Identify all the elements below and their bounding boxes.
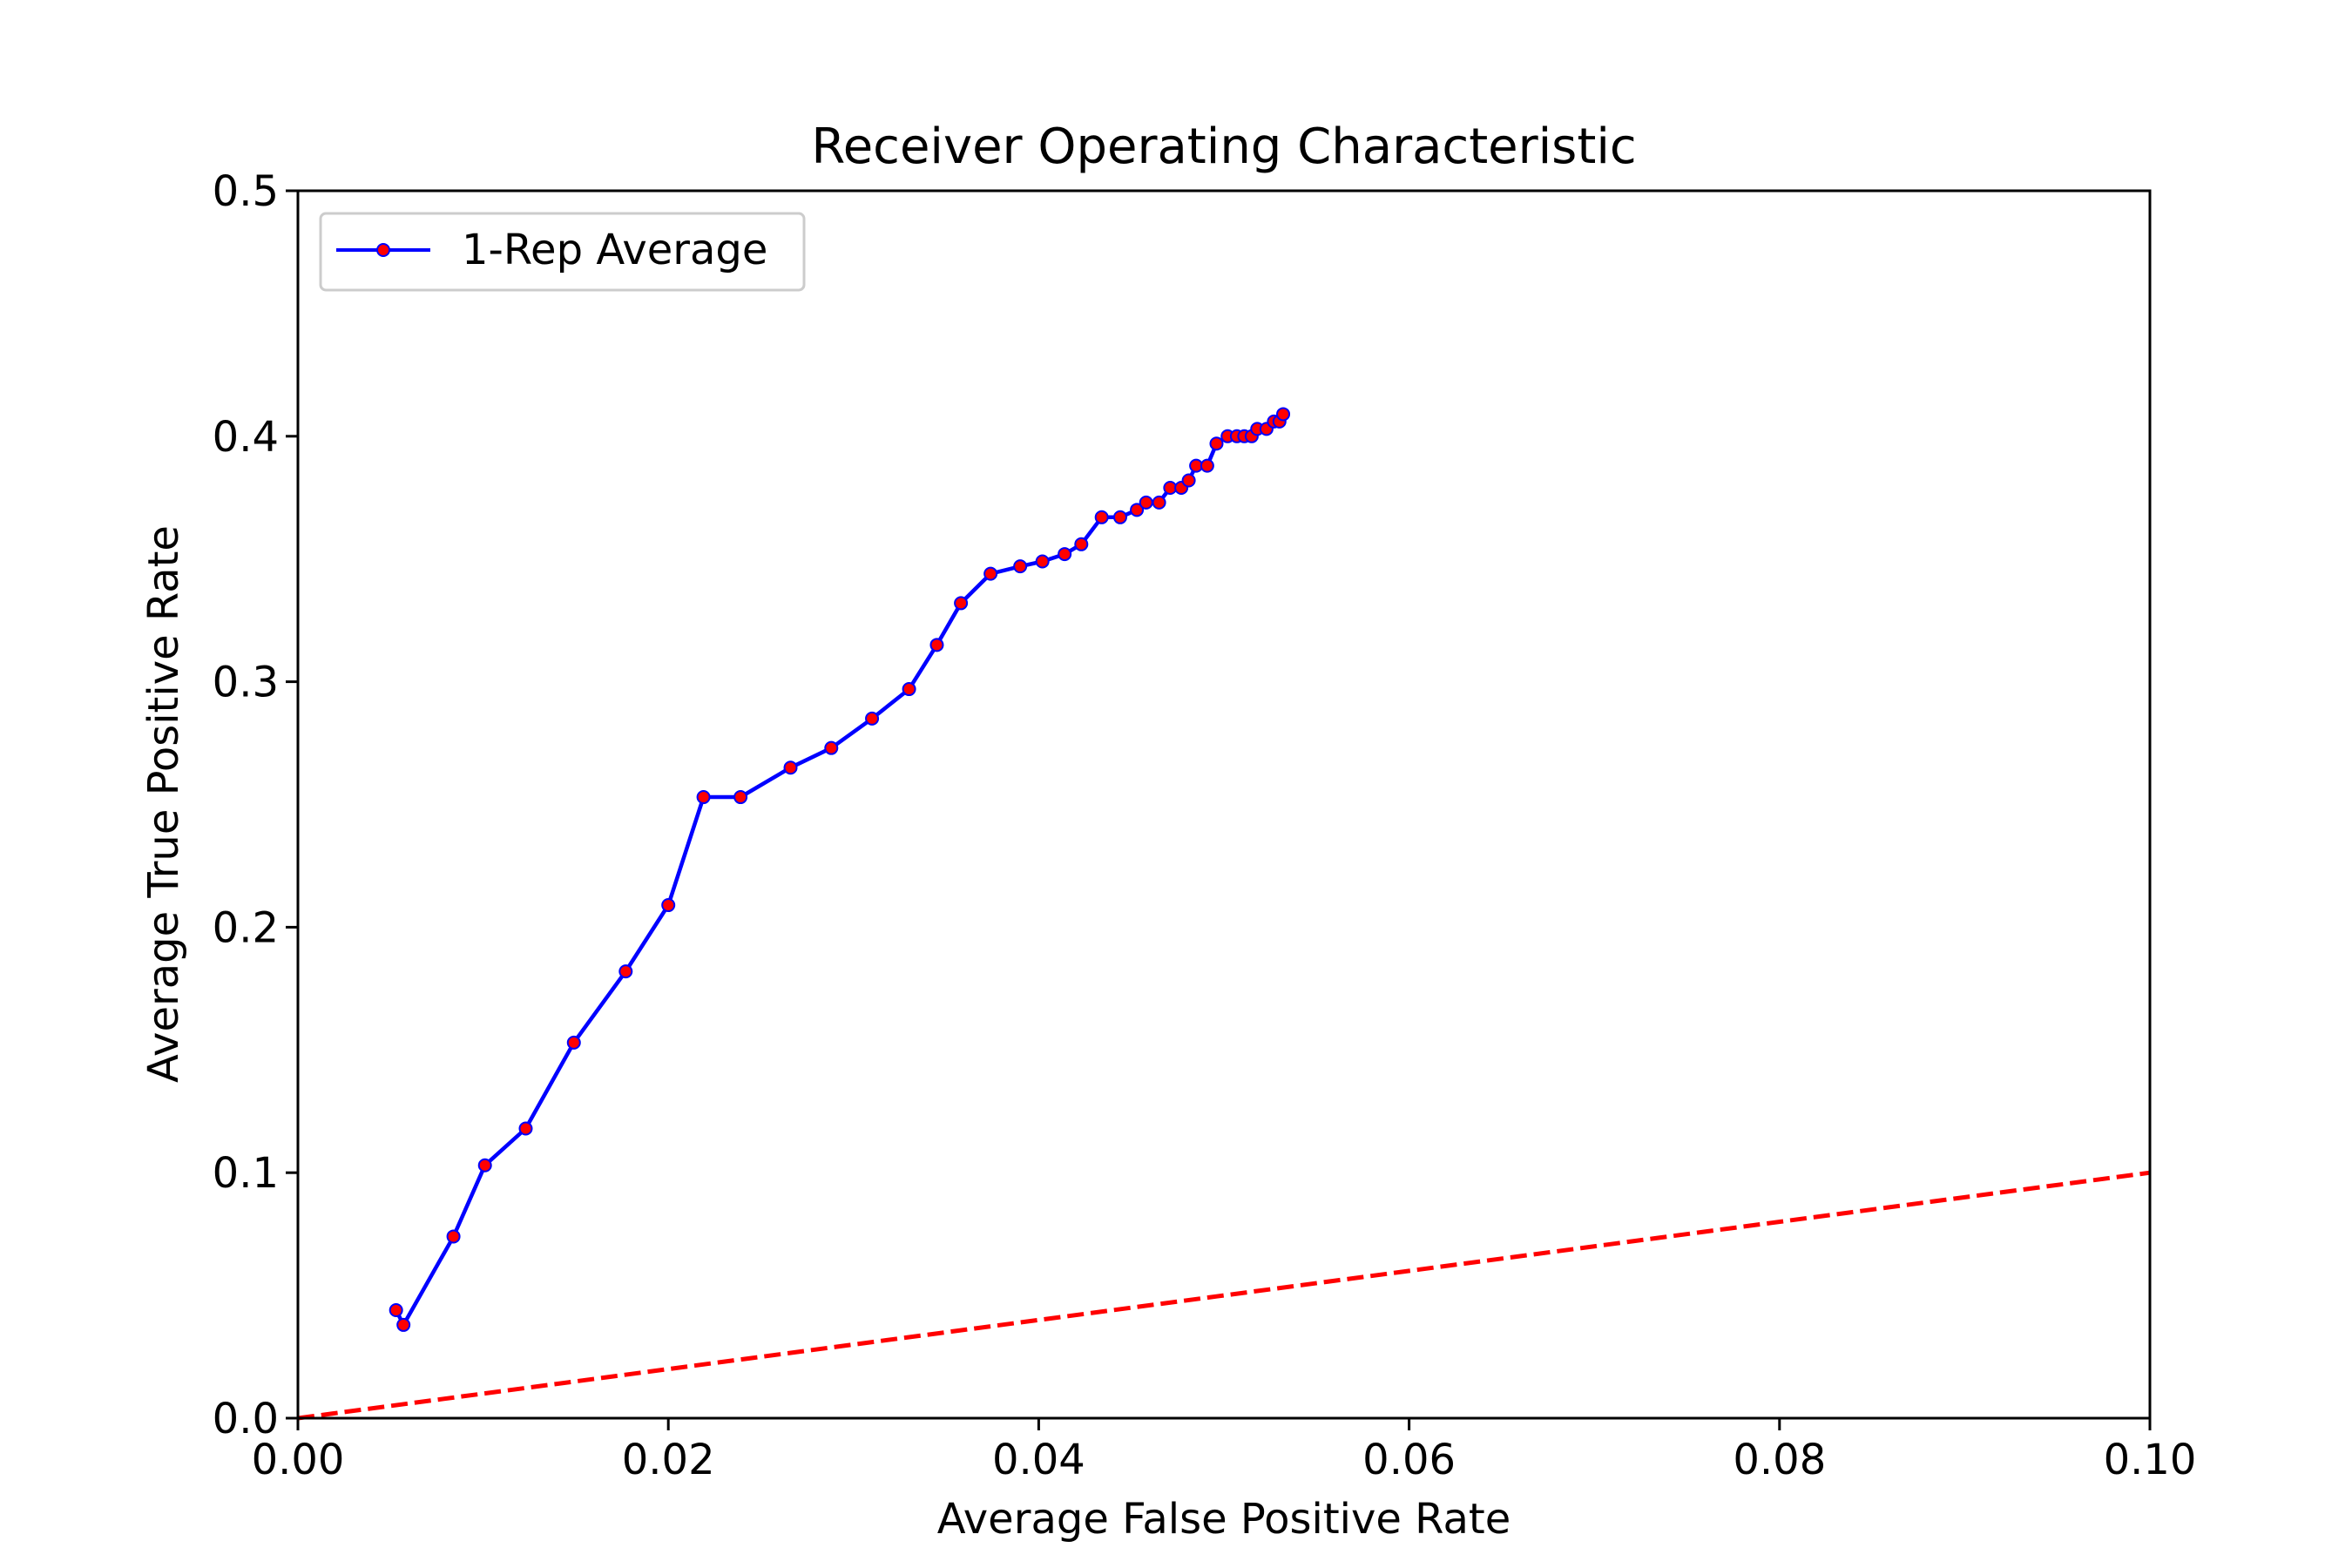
data-point <box>1074 537 1089 551</box>
data-point <box>661 898 676 913</box>
data-point <box>389 1303 403 1318</box>
x-axis: 0.00 0.02 0.04 0.06 0.08 0.10 <box>252 1418 2197 1484</box>
data-point <box>983 566 998 581</box>
data-point <box>1209 436 1224 451</box>
data-point <box>1139 495 1153 510</box>
data-point <box>954 596 969 611</box>
x-tick-label: 0.02 <box>622 1436 715 1484</box>
x-tick-label: 0.00 <box>252 1436 345 1484</box>
y-tick-label: 0.4 <box>213 413 279 462</box>
legend: 1-Rep Average <box>319 212 806 292</box>
x-tick-label: 0.06 <box>1362 1436 1456 1484</box>
data-point <box>1130 503 1145 517</box>
chart-title: Receiver Operating Characteristic <box>811 118 1636 175</box>
x-tick-label: 0.10 <box>2104 1436 2197 1484</box>
x-tick-label: 0.08 <box>1733 1436 1826 1484</box>
y-tick-label: 0.0 <box>213 1395 279 1443</box>
data-point <box>1200 458 1214 473</box>
series-line <box>394 413 1286 1328</box>
data-point <box>1094 510 1109 524</box>
data-point <box>396 1317 411 1332</box>
y-tick-label: 0.5 <box>213 167 279 216</box>
data-point <box>477 1158 492 1173</box>
data-point <box>446 1229 461 1244</box>
data-point <box>518 1121 533 1136</box>
data-point <box>566 1035 581 1050</box>
data-point <box>1112 510 1127 524</box>
data-point <box>865 711 880 726</box>
data-point <box>733 790 748 805</box>
y-tick-label: 0.2 <box>213 903 279 952</box>
y-axis: 0.0 0.1 0.2 0.3 0.4 0.5 <box>213 167 298 1443</box>
data-point <box>696 790 711 805</box>
series-layer <box>389 407 1291 1332</box>
chance-diagonal-line <box>297 1170 2151 1421</box>
reference-line-layer <box>297 1170 2151 1421</box>
data-point <box>1276 407 1291 422</box>
legend-label: 1-Rep Average <box>462 226 767 274</box>
y-axis-label: Average True Positive Rate <box>139 525 188 1083</box>
data-point <box>902 682 916 697</box>
data-point <box>1058 547 1072 562</box>
x-tick-label: 0.04 <box>992 1436 1085 1484</box>
data-point <box>618 964 633 979</box>
data-point <box>824 740 839 755</box>
legend-marker-swatch <box>376 243 390 257</box>
x-axis-label: Average False Positive Rate <box>937 1495 1511 1544</box>
y-tick-label: 0.3 <box>213 659 279 707</box>
y-tick-label: 0.1 <box>213 1149 279 1198</box>
data-point <box>929 638 944 652</box>
data-point <box>1181 473 1196 488</box>
data-point <box>1035 554 1050 569</box>
legend-box <box>319 212 806 292</box>
data-point <box>783 760 798 775</box>
plot-frame <box>296 189 2152 1420</box>
data-point <box>1013 559 1028 574</box>
data-point <box>1152 495 1166 510</box>
